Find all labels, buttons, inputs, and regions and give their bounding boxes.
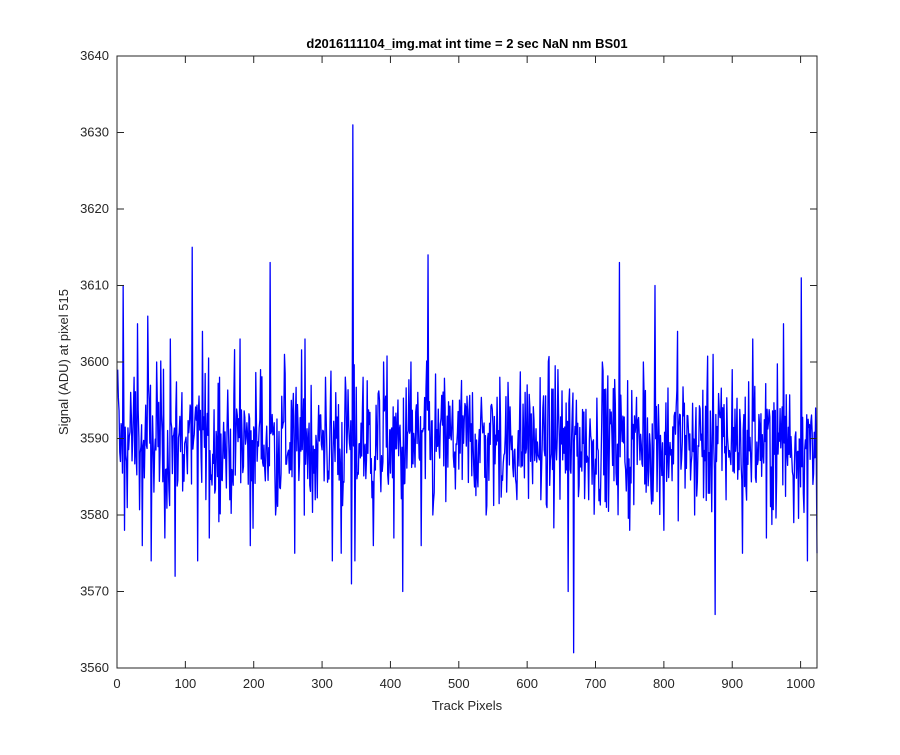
plot-area (117, 56, 817, 668)
y-tick-label: 3640 (80, 48, 109, 63)
y-tick-label: 3580 (80, 507, 109, 522)
y-tick-label: 3590 (80, 431, 109, 446)
series-layer (117, 124, 818, 654)
y-tick-label: 3630 (80, 125, 109, 140)
x-tick-label: 900 (721, 676, 743, 691)
y-tick-label: 3610 (80, 278, 109, 293)
y-tick-label: 3570 (80, 584, 109, 599)
x-tick-label: 800 (653, 676, 675, 691)
x-tick-label: 200 (243, 676, 265, 691)
x-tick-label: 300 (311, 676, 333, 691)
x-tick-label: 400 (380, 676, 402, 691)
series-line (117, 124, 818, 654)
x-tick-label: 600 (516, 676, 538, 691)
tick-layer: 0 100 200 300 400 500 600 700 800 900 1000 3560 3570… (80, 48, 817, 691)
y-tick-label: 3560 (80, 660, 109, 675)
x-tick-label: 700 (585, 676, 607, 691)
x-tick-label: 0 (113, 676, 120, 691)
x-axis-label: Track Pixels (432, 698, 503, 713)
x-tick-label: 100 (175, 676, 197, 691)
x-tick-label: 1000 (786, 676, 815, 691)
y-axis-label: Signal (ADU) at pixel 515 (56, 289, 71, 435)
x-tick-label: 500 (448, 676, 470, 691)
y-tick-label: 3620 (80, 201, 109, 216)
chart-title: d2016111104_img.mat int time = 2 sec NaN… (306, 36, 627, 51)
y-tick-label: 3600 (80, 354, 109, 369)
